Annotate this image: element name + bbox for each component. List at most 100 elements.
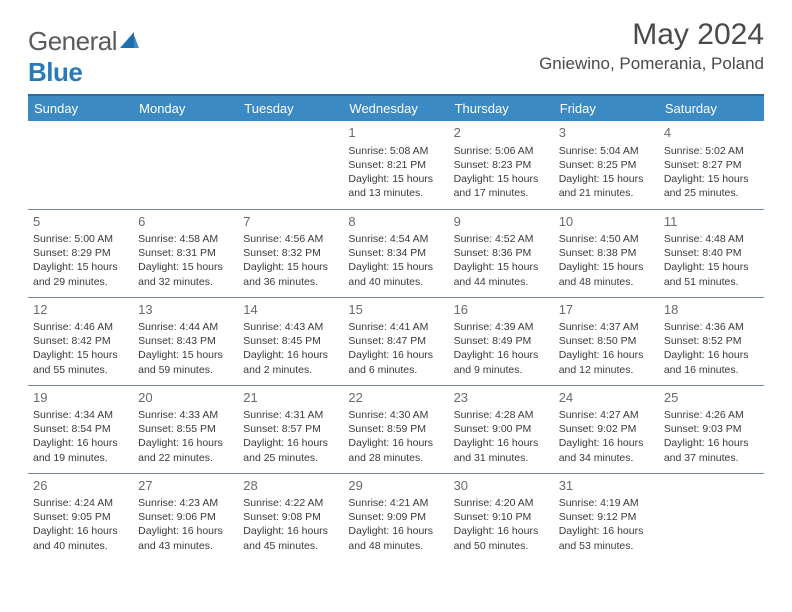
sunrise-text: Sunrise: 4:21 AM	[348, 496, 443, 510]
sunset-text: Sunset: 9:09 PM	[348, 510, 443, 524]
dl2-text: and 51 minutes.	[664, 275, 759, 289]
sunrise-text: Sunrise: 5:00 AM	[33, 232, 128, 246]
sunrise-text: Sunrise: 4:19 AM	[559, 496, 654, 510]
day-number: 7	[243, 213, 338, 231]
dl1-text: Daylight: 15 hours	[559, 172, 654, 186]
dl1-text: Daylight: 16 hours	[454, 436, 549, 450]
dl1-text: Daylight: 15 hours	[138, 260, 233, 274]
column-header: Friday	[554, 96, 659, 121]
day-number: 3	[559, 124, 654, 142]
sunrise-text: Sunrise: 5:08 AM	[348, 144, 443, 158]
dl1-text: Daylight: 16 hours	[559, 348, 654, 362]
sunrise-text: Sunrise: 4:37 AM	[559, 320, 654, 334]
day-number: 19	[33, 389, 128, 407]
day-number: 30	[454, 477, 549, 495]
sunset-text: Sunset: 8:50 PM	[559, 334, 654, 348]
dl2-text: and 36 minutes.	[243, 275, 338, 289]
calendar-cell: 28Sunrise: 4:22 AMSunset: 9:08 PMDayligh…	[238, 473, 343, 561]
dl1-text: Daylight: 15 hours	[348, 260, 443, 274]
day-number: 1	[348, 124, 443, 142]
dl1-text: Daylight: 15 hours	[559, 260, 654, 274]
sunset-text: Sunset: 8:34 PM	[348, 246, 443, 260]
sunset-text: Sunset: 8:55 PM	[138, 422, 233, 436]
dl1-text: Daylight: 16 hours	[348, 524, 443, 538]
day-number: 22	[348, 389, 443, 407]
sunrise-text: Sunrise: 4:52 AM	[454, 232, 549, 246]
sunrise-text: Sunrise: 4:28 AM	[454, 408, 549, 422]
dl1-text: Daylight: 16 hours	[664, 348, 759, 362]
calendar-cell: 23Sunrise: 4:28 AMSunset: 9:00 PMDayligh…	[449, 385, 554, 473]
dl2-text: and 48 minutes.	[559, 275, 654, 289]
calendar-cell: 20Sunrise: 4:33 AMSunset: 8:55 PMDayligh…	[133, 385, 238, 473]
sunset-text: Sunset: 8:32 PM	[243, 246, 338, 260]
dl2-text: and 17 minutes.	[454, 186, 549, 200]
calendar-cell: 31Sunrise: 4:19 AMSunset: 9:12 PMDayligh…	[554, 473, 659, 561]
calendar-week-row: 5Sunrise: 5:00 AMSunset: 8:29 PMDaylight…	[28, 209, 764, 297]
calendar-cell	[238, 121, 343, 209]
calendar-cell: 14Sunrise: 4:43 AMSunset: 8:45 PMDayligh…	[238, 297, 343, 385]
day-number: 4	[664, 124, 759, 142]
calendar-cell: 16Sunrise: 4:39 AMSunset: 8:49 PMDayligh…	[449, 297, 554, 385]
sunrise-text: Sunrise: 4:39 AM	[454, 320, 549, 334]
logo-word-blue: Blue	[28, 57, 82, 87]
column-header: Saturday	[659, 96, 764, 121]
dl2-text: and 22 minutes.	[138, 451, 233, 465]
sunrise-text: Sunrise: 4:56 AM	[243, 232, 338, 246]
calendar-week-row: 1Sunrise: 5:08 AMSunset: 8:21 PMDaylight…	[28, 121, 764, 209]
sunset-text: Sunset: 8:21 PM	[348, 158, 443, 172]
day-number: 12	[33, 301, 128, 319]
sunset-text: Sunset: 9:05 PM	[33, 510, 128, 524]
calendar-cell: 6Sunrise: 4:58 AMSunset: 8:31 PMDaylight…	[133, 209, 238, 297]
dl1-text: Daylight: 15 hours	[348, 172, 443, 186]
day-number: 9	[454, 213, 549, 231]
sunset-text: Sunset: 8:31 PM	[138, 246, 233, 260]
sunset-text: Sunset: 8:23 PM	[454, 158, 549, 172]
sunrise-text: Sunrise: 4:31 AM	[243, 408, 338, 422]
sunrise-text: Sunrise: 4:26 AM	[664, 408, 759, 422]
day-number: 20	[138, 389, 233, 407]
dl2-text: and 25 minutes.	[243, 451, 338, 465]
dl2-text: and 29 minutes.	[33, 275, 128, 289]
sail-icon	[120, 26, 140, 57]
dl1-text: Daylight: 15 hours	[664, 260, 759, 274]
dl2-text: and 32 minutes.	[138, 275, 233, 289]
calendar-cell: 2Sunrise: 5:06 AMSunset: 8:23 PMDaylight…	[449, 121, 554, 209]
location: Gniewino, Pomerania, Poland	[539, 54, 764, 74]
dl2-text: and 40 minutes.	[33, 539, 128, 553]
calendar-cell: 21Sunrise: 4:31 AMSunset: 8:57 PMDayligh…	[238, 385, 343, 473]
sunset-text: Sunset: 8:25 PM	[559, 158, 654, 172]
day-number: 14	[243, 301, 338, 319]
calendar-week-row: 19Sunrise: 4:34 AMSunset: 8:54 PMDayligh…	[28, 385, 764, 473]
sunset-text: Sunset: 8:45 PM	[243, 334, 338, 348]
calendar-cell: 9Sunrise: 4:52 AMSunset: 8:36 PMDaylight…	[449, 209, 554, 297]
day-number: 8	[348, 213, 443, 231]
logo-word-general: General	[28, 26, 117, 56]
day-number: 10	[559, 213, 654, 231]
sunrise-text: Sunrise: 4:50 AM	[559, 232, 654, 246]
header: General Blue May 2024 Gniewino, Pomerani…	[28, 18, 764, 88]
calendar-header-row: SundayMondayTuesdayWednesdayThursdayFrid…	[28, 96, 764, 121]
calendar-cell: 18Sunrise: 4:36 AMSunset: 8:52 PMDayligh…	[659, 297, 764, 385]
dl2-text: and 25 minutes.	[664, 186, 759, 200]
day-number: 16	[454, 301, 549, 319]
sunset-text: Sunset: 8:47 PM	[348, 334, 443, 348]
calendar-cell: 17Sunrise: 4:37 AMSunset: 8:50 PMDayligh…	[554, 297, 659, 385]
day-number: 31	[559, 477, 654, 495]
day-number: 17	[559, 301, 654, 319]
sunrise-text: Sunrise: 4:34 AM	[33, 408, 128, 422]
dl2-text: and 28 minutes.	[348, 451, 443, 465]
dl1-text: Daylight: 15 hours	[138, 348, 233, 362]
calendar-cell: 27Sunrise: 4:23 AMSunset: 9:06 PMDayligh…	[133, 473, 238, 561]
calendar-cell: 30Sunrise: 4:20 AMSunset: 9:10 PMDayligh…	[449, 473, 554, 561]
dl2-text: and 59 minutes.	[138, 363, 233, 377]
dl1-text: Daylight: 16 hours	[243, 348, 338, 362]
calendar-body: 1Sunrise: 5:08 AMSunset: 8:21 PMDaylight…	[28, 121, 764, 561]
calendar-cell: 22Sunrise: 4:30 AMSunset: 8:59 PMDayligh…	[343, 385, 448, 473]
day-number: 5	[33, 213, 128, 231]
dl2-text: and 44 minutes.	[454, 275, 549, 289]
dl2-text: and 43 minutes.	[138, 539, 233, 553]
sunset-text: Sunset: 8:52 PM	[664, 334, 759, 348]
dl1-text: Daylight: 16 hours	[243, 524, 338, 538]
calendar-week-row: 12Sunrise: 4:46 AMSunset: 8:42 PMDayligh…	[28, 297, 764, 385]
calendar-cell: 11Sunrise: 4:48 AMSunset: 8:40 PMDayligh…	[659, 209, 764, 297]
